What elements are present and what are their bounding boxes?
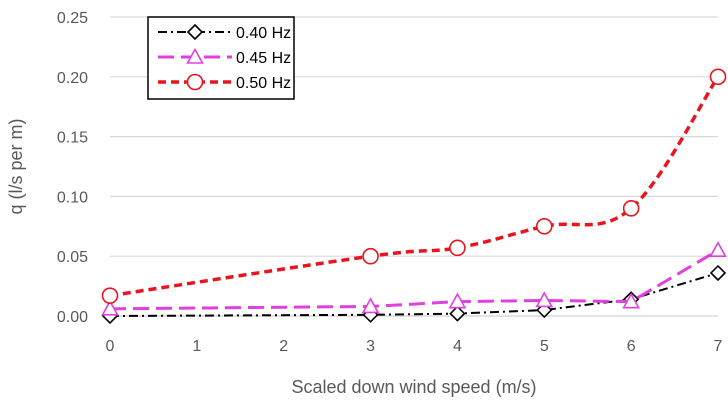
- legend-entry: 0.45 Hz: [158, 47, 291, 67]
- y-tick-label: 0.10: [57, 189, 88, 206]
- y-tick-label: 0.00: [57, 309, 88, 326]
- y-tick-label: 0.25: [57, 10, 88, 27]
- y-tick-label: 0.20: [57, 70, 88, 87]
- series: [101, 68, 727, 325]
- data-point: [448, 292, 467, 309]
- x-tick-label: 1: [192, 338, 201, 355]
- x-axis-title: Scaled down wind speed (m/s): [291, 377, 536, 397]
- series-0-50-hz: [101, 68, 727, 304]
- legend-entry: 0.50 Hz: [158, 73, 291, 92]
- legend-marker: [186, 73, 204, 91]
- data-point: [535, 291, 554, 308]
- legend-label: 0.40 Hz: [236, 25, 291, 42]
- x-tick-label: 5: [540, 338, 549, 355]
- legend-entry: 0.40 Hz: [158, 23, 291, 42]
- data-point: [361, 297, 380, 314]
- y-tick-labels: 0.00 0.05 0.10 0.15 0.20 0.25: [57, 10, 88, 326]
- x-tick-label: 7: [714, 338, 723, 355]
- y-axis-title: q (l/s per m): [6, 118, 26, 214]
- legend-label: 0.50 Hz: [236, 75, 291, 92]
- x-tick-label: 4: [453, 338, 462, 355]
- x-tick-label: 3: [366, 338, 375, 355]
- x-tick-label: 2: [279, 338, 288, 355]
- series-line: [109, 271, 719, 317]
- legend-label: 0.45 Hz: [236, 50, 291, 67]
- x-tick-label: 6: [627, 338, 636, 355]
- legend-marker: [186, 47, 204, 64]
- x-tick-label: 0: [106, 338, 115, 355]
- data-point: [362, 247, 379, 265]
- series-0-45-hz: [101, 241, 727, 316]
- legend: 0.40 Hz 0.45 Hz 0.50 Hz: [147, 16, 295, 100]
- y-tick-label: 0.05: [57, 249, 88, 266]
- data-point: [622, 292, 641, 309]
- series-line: [109, 75, 720, 298]
- x-tick-labels: 0 1 2 3 4 5 6 7: [106, 338, 723, 355]
- data-point: [709, 264, 727, 282]
- data-point: [622, 200, 640, 217]
- data-point: [449, 239, 466, 257]
- y-tick-label: 0.15: [57, 130, 88, 147]
- data-point: [449, 305, 466, 322]
- data-point: [709, 68, 727, 86]
- data-point: [101, 287, 119, 304]
- legend-entries: 0.40 Hz 0.45 Hz 0.50 Hz: [158, 23, 291, 92]
- series-line: [109, 248, 719, 311]
- data-point: [535, 218, 553, 235]
- data-point: [709, 241, 727, 258]
- legend-marker: [186, 23, 204, 41]
- data-point: [101, 299, 119, 316]
